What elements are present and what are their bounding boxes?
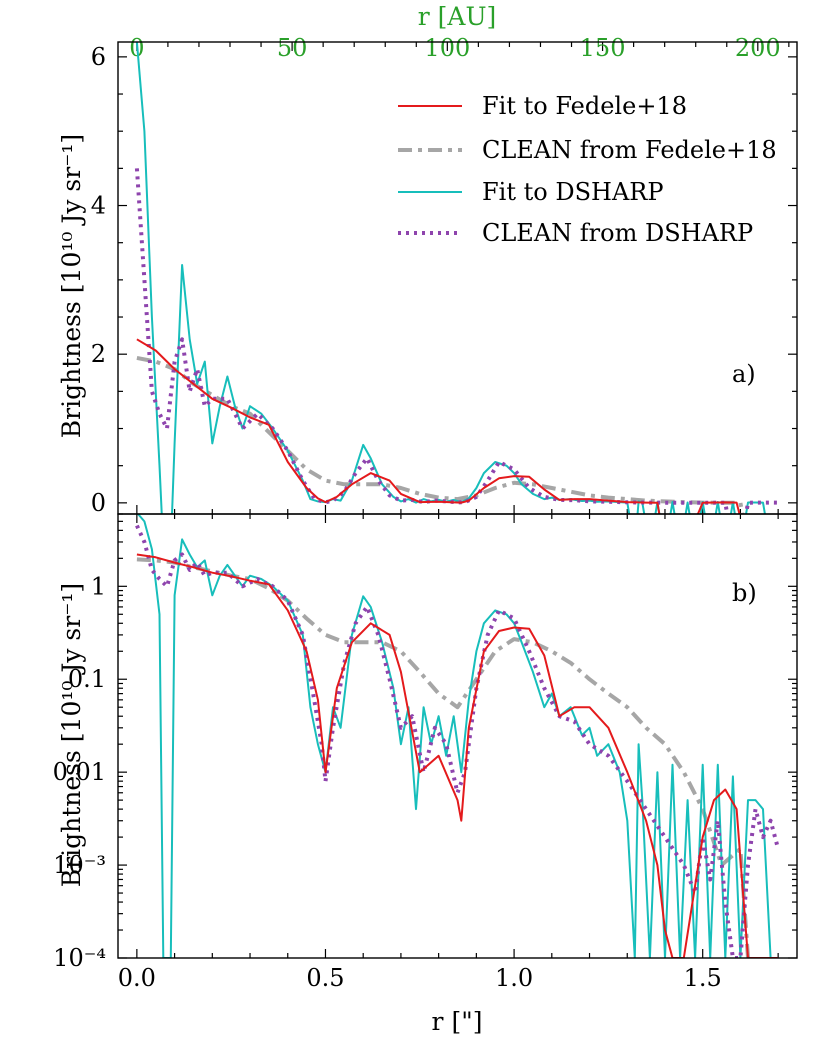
series-clean-from-fedele-18-panel-b [136,557,750,958]
y-tick-label-a: 6 [91,43,106,71]
series-clean-from-fedele-18-panel-a [136,355,745,514]
series-fit-to-dsharp-panel-b [136,514,779,958]
series-clean-from-dsharp-panel-b [135,524,781,958]
series-fit-to-dsharp-panel-a [135,42,766,514]
x-axis-label: r ["] [432,1007,483,1036]
series-clean-from-dsharp-panel-a [134,168,779,514]
top-axis-tick-label: 150 [580,34,626,62]
panel-frame-b [117,513,798,959]
panel-b-tag: b) [732,579,757,607]
panel-a-tag: a) [732,360,756,388]
y-tick-label-b: 10⁻³ [53,851,106,879]
top-axis-tick-label: 200 [735,34,781,62]
x-tick-label: 0.0 [118,964,156,992]
top-axis-label: r [AU] [418,2,497,31]
y-tick-label-a: 2 [91,340,106,368]
panel-a-ylabel: Brightness [10¹⁰ Jy sr⁻¹] [57,134,86,438]
x-tick-label: 1.0 [495,964,533,992]
y-tick-label-b: 0.01 [53,758,106,786]
y-tick-label-b: 10⁻⁴ [53,944,106,972]
legend-label-dsharp-clean: CLEAN from DSHARP [482,219,753,247]
y-tick-label-a: 4 [91,192,106,220]
plot-layer: 0.0 0.5 1.0 1.50 50 100 150 200024610⁻⁴10⁻³0.01… [53,34,798,992]
panel-b-ylabel: Brightness [10¹⁰ Jy sr⁻¹] [57,583,86,887]
y-tick-label-b: 0.1 [68,665,106,693]
legend: Fit to Fedele+18 CLEAN from Fedele+18 Fi… [398,92,777,247]
y-tick-label-b: 1 [91,572,106,600]
panel-frame-a [117,41,798,515]
y-tick-label-a: 0 [91,489,106,517]
x-tick-label: 0.5 [306,964,344,992]
legend-label-dsharp-fit: Fit to DSHARP [482,178,664,206]
legend-label-fedele-clean: CLEAN from Fedele+18 [482,136,777,164]
top-axis-tick-label: 50 [277,34,308,62]
series-fit-to-fedele-18-panel-a [136,338,741,514]
x-tick-label: 1.5 [684,964,722,992]
top-axis-tick-label: 100 [424,34,470,62]
series-fit-to-fedele-18-panel-b [136,553,779,958]
legend-label-fedele-fit: Fit to Fedele+18 [482,92,687,120]
